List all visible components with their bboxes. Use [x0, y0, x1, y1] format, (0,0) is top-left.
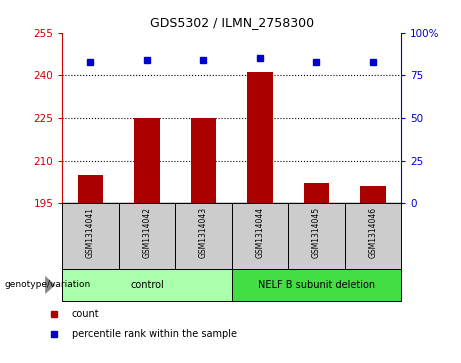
Bar — [231, 203, 288, 269]
Bar — [231, 269, 401, 301]
Bar — [62, 203, 118, 269]
Bar — [118, 203, 175, 269]
Text: GSM1314044: GSM1314044 — [255, 207, 265, 258]
Bar — [175, 203, 231, 269]
Text: control: control — [130, 280, 164, 290]
Text: GSM1314041: GSM1314041 — [86, 207, 95, 258]
Text: GSM1314043: GSM1314043 — [199, 207, 208, 258]
Bar — [134, 118, 160, 203]
Text: NELF B subunit deletion: NELF B subunit deletion — [258, 280, 375, 290]
Text: genotype/variation: genotype/variation — [5, 281, 91, 289]
Bar — [78, 175, 103, 203]
Text: GSM1314042: GSM1314042 — [142, 207, 152, 258]
Bar — [360, 186, 385, 203]
Text: percentile rank within the sample: percentile rank within the sample — [72, 329, 237, 339]
Bar — [62, 269, 231, 301]
Bar — [247, 73, 272, 203]
Bar — [191, 118, 216, 203]
Title: GDS5302 / ILMN_2758300: GDS5302 / ILMN_2758300 — [149, 16, 314, 29]
Bar — [344, 203, 401, 269]
Text: GSM1314045: GSM1314045 — [312, 207, 321, 258]
Bar — [304, 183, 329, 203]
Text: count: count — [72, 309, 100, 319]
Bar — [288, 203, 344, 269]
Text: GSM1314046: GSM1314046 — [368, 207, 378, 258]
